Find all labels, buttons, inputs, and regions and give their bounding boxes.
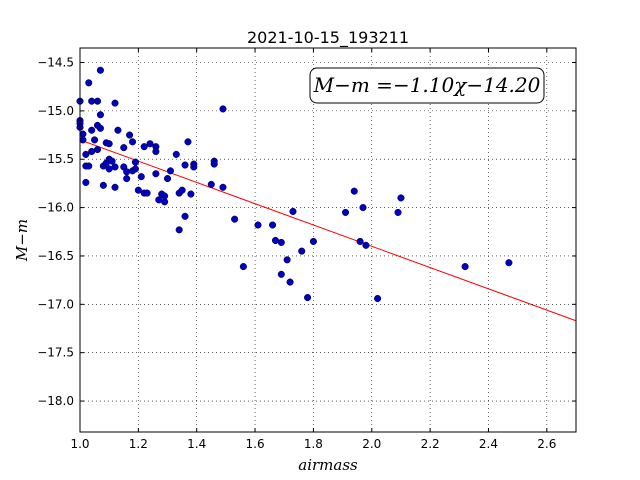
data-point [184,138,192,146]
plot-frame [79,47,577,433]
data-point [163,175,172,183]
x-tick-label: 2.4 [479,437,498,451]
data-point [269,221,277,229]
y-tick-label: −17.5 [37,346,74,360]
data-point [96,66,104,74]
data-point [128,138,137,146]
data-point [161,192,169,200]
data-point [93,146,102,154]
fit-line [79,139,577,322]
data-point [210,160,218,168]
data-point [175,226,183,234]
data-point [140,143,148,151]
data-point [341,208,350,216]
data-point [123,168,131,176]
x-tick-label: 1.2 [129,437,148,451]
data-point [120,144,128,152]
data-point [219,105,227,113]
data-point [79,136,87,144]
data-point [108,157,116,165]
x-tick-label: 1.0 [70,437,89,451]
y-tick-label: −16.5 [37,249,74,263]
data-point [166,167,174,175]
data-point [131,158,139,166]
data-point [96,111,104,119]
data-point [152,147,160,156]
data-point [178,186,186,194]
data-point [461,263,469,271]
data-point [82,178,90,186]
data-point [85,79,93,87]
data-point [137,173,145,181]
data-point [190,163,198,171]
data-point [172,150,180,158]
data-point [283,256,291,264]
data-point [82,150,90,158]
annotation-box [309,67,545,104]
x-axis-label: airmass [298,456,358,474]
x-tick-label: 2.2 [421,437,440,451]
data-point [114,126,122,134]
data-point [146,140,154,148]
y-tick-label: −14.5 [37,56,74,70]
data-point [231,215,239,223]
axis-ticks: 1.0 1.2 1.4 1.6 1.8 2.0 2.2 2.4 2.6 −14.5 −15.0 −15… [37,48,576,451]
data-point [131,165,139,173]
data-point [505,259,513,267]
data-point [96,124,104,132]
fit-line-group [79,139,577,322]
chart-title: 2021-10-15_193211 [247,28,409,48]
y-tick-label: −17.0 [37,297,74,311]
data-point [105,140,113,148]
data-point [219,183,227,191]
data-point [91,136,99,144]
data-point [286,278,294,286]
x-tick-label: 1.8 [304,437,323,451]
data-point [123,175,131,183]
data-point [309,237,317,246]
data-point [374,294,382,303]
data-point [350,187,358,195]
x-tick-label: 1.6 [246,437,265,451]
data-point [181,212,189,220]
data-point [111,163,119,171]
data-point [85,162,93,170]
data-point [254,221,262,229]
data-point [111,183,119,191]
x-tick-label: 2.6 [537,437,556,451]
data-point [239,263,247,271]
data-point [397,194,405,202]
fit-equation-annotation: M−m =−1.10χ−14.20 [313,73,541,97]
plot-area [80,48,576,432]
x-tick-label: 1.4 [187,437,206,451]
data-point [394,208,402,216]
data-point [289,207,297,216]
data-point [126,131,134,139]
data-point [111,99,119,107]
data-point [207,180,215,188]
data-point [359,204,367,212]
data-point [362,241,370,249]
y-tick-label: −16.0 [37,201,74,215]
data-points [76,66,513,303]
y-tick-label: −18.0 [37,394,74,408]
data-point [93,97,102,105]
data-point [187,190,195,198]
data-point [277,238,285,246]
data-point [88,126,96,134]
data-point [356,237,364,246]
y-tick-label: −15.0 [37,104,74,118]
y-axis-label: M−m [13,219,31,262]
x-tick-label: 2.0 [362,437,381,451]
data-point [181,161,189,169]
data-point [134,186,142,194]
data-point [152,170,160,178]
data-point [143,189,151,197]
data-point [298,247,306,255]
data-point [99,181,107,189]
data-point [304,294,312,302]
data-point [277,270,285,278]
y-tick-label: −15.5 [37,152,74,166]
